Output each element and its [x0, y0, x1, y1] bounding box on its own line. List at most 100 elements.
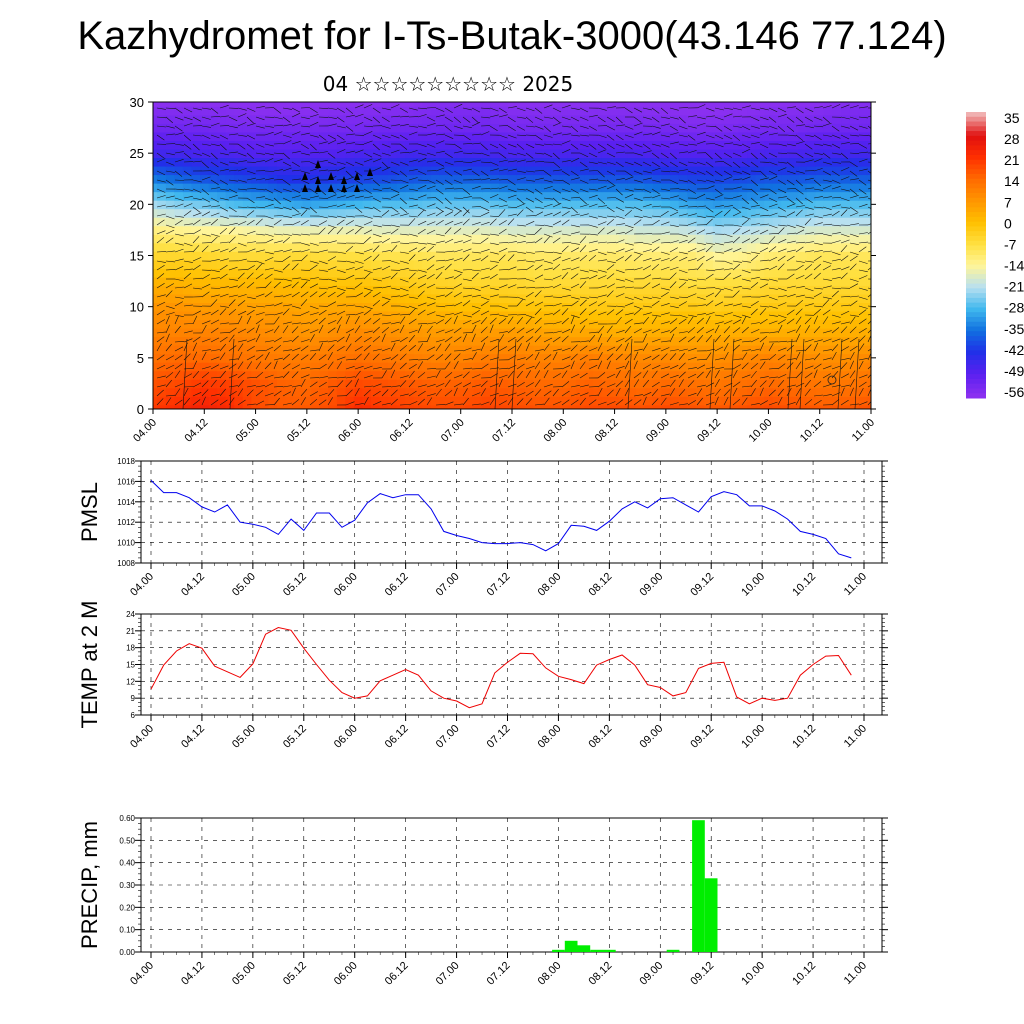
- heatmap-cell: [268, 225, 278, 235]
- wind-barb: [471, 107, 481, 113]
- heatmap-cell: [687, 396, 697, 406]
- heatmap-cell: [559, 251, 569, 261]
- heatmap-cell: [764, 268, 774, 278]
- wind-barb: [678, 239, 688, 244]
- wind-barb: [444, 291, 453, 298]
- heatmap-cell: [191, 285, 201, 295]
- wind-barb: [318, 278, 329, 280]
- heatmap-cell: [268, 106, 278, 116]
- heatmap-cell: [174, 259, 184, 269]
- heatmap-cell: [174, 276, 184, 286]
- heatmap-cell: [832, 123, 842, 133]
- heatmap-cell: [225, 379, 235, 389]
- wind-barb: [579, 188, 589, 193]
- heatmap-cell: [661, 234, 671, 244]
- heatmap-cell: [285, 114, 295, 124]
- heatmap-cell: [653, 276, 663, 286]
- wind-barb: [777, 107, 787, 113]
- heatmap-cell: [276, 191, 287, 201]
- heatmap-cell: [225, 140, 235, 150]
- wind-barb: [444, 258, 454, 262]
- heatmap-cell: [157, 387, 167, 397]
- heatmap-cell: [670, 387, 680, 397]
- heatmap-cell: [473, 387, 483, 397]
- wind-barb: [516, 269, 527, 271]
- wind-barb: [597, 241, 607, 244]
- wind-barb: [678, 269, 688, 274]
- wind-barb: [183, 170, 192, 177]
- wind-barb: [381, 152, 391, 156]
- heatmap-cell: [584, 336, 594, 346]
- wind-barb: [597, 134, 607, 138]
- heatmap-cell: [370, 302, 381, 312]
- heatmap-cell: [729, 217, 740, 227]
- wind-barb: [435, 305, 446, 308]
- heatmap-cell: [413, 200, 423, 210]
- heatmap-cell: [208, 293, 218, 304]
- heatmap-cell: [798, 234, 808, 244]
- wind-barb: [768, 265, 778, 271]
- heatmap-cell: [695, 268, 705, 278]
- wind-barb: [669, 281, 677, 289]
- heatmap-cell: [422, 310, 432, 321]
- wind-barb: [381, 125, 391, 129]
- wind-barb: [255, 106, 265, 109]
- heatmap-cell: [174, 379, 184, 389]
- heatmap-cell: [576, 319, 586, 329]
- heatmap-cell: [729, 140, 740, 150]
- heatmap-cell: [174, 362, 184, 372]
- heatmap-cell: [618, 114, 628, 124]
- heatmap-cell: [781, 102, 791, 107]
- heatmap-cell: [858, 251, 868, 261]
- heatmap-cell: [217, 285, 227, 295]
- heatmap-cell: [618, 140, 628, 150]
- heatmap-cell: [208, 396, 218, 406]
- heatmap-cell: [832, 174, 842, 184]
- heatmap-cell: [507, 319, 517, 329]
- heatmap-cell: [473, 157, 483, 167]
- wind-barb: [822, 223, 833, 226]
- heatmap-cell: [208, 200, 218, 210]
- wind-barb: [678, 301, 687, 307]
- heatmap-cell: [584, 310, 594, 321]
- wind-barb: [705, 232, 715, 235]
- heatmap-cell: [849, 251, 859, 261]
- heatmap-cell: [242, 191, 252, 201]
- heatmap-cell: [345, 293, 355, 304]
- wind-barb: [399, 287, 409, 292]
- wind-barb: [795, 224, 805, 228]
- heatmap-cell: [516, 276, 526, 286]
- heatmap-cell: [747, 370, 757, 380]
- heatmap-cell: [858, 396, 868, 406]
- wind-barb: [822, 260, 832, 264]
- heatmap-cell: [729, 114, 740, 124]
- wind-barb: [804, 197, 813, 203]
- wind-barb: [768, 305, 778, 309]
- heatmap-cell: [157, 225, 167, 235]
- heatmap-cell: [866, 174, 871, 184]
- heatmap-cell: [302, 327, 312, 338]
- heatmap-cell: [618, 183, 628, 193]
- heatmap-cell: [644, 225, 654, 235]
- heatmap-cell: [294, 336, 304, 346]
- heatmap-cell: [345, 302, 355, 312]
- wind-barb: [579, 269, 589, 273]
- heatmap-cell: [464, 268, 475, 278]
- heatmap-cell: [747, 131, 757, 141]
- wind-barb: [498, 220, 507, 226]
- heatmap-cell: [747, 106, 757, 116]
- wind-barb: [552, 169, 562, 172]
- heatmap-cell: [268, 387, 278, 397]
- heatmap-cell: [764, 234, 774, 244]
- wind-barb: [543, 305, 554, 307]
- heatmap-cell: [849, 140, 859, 150]
- heatmap-cell: [507, 302, 517, 312]
- wind-barb: [165, 312, 175, 316]
- heatmap-cell: [755, 336, 765, 346]
- heatmap-cell: [311, 242, 321, 252]
- heatmap-cell: [447, 225, 458, 235]
- wind-barb: [669, 141, 679, 145]
- heatmap-cell: [610, 310, 620, 321]
- heatmap-cell: [849, 268, 859, 278]
- heatmap-cell: [593, 345, 603, 355]
